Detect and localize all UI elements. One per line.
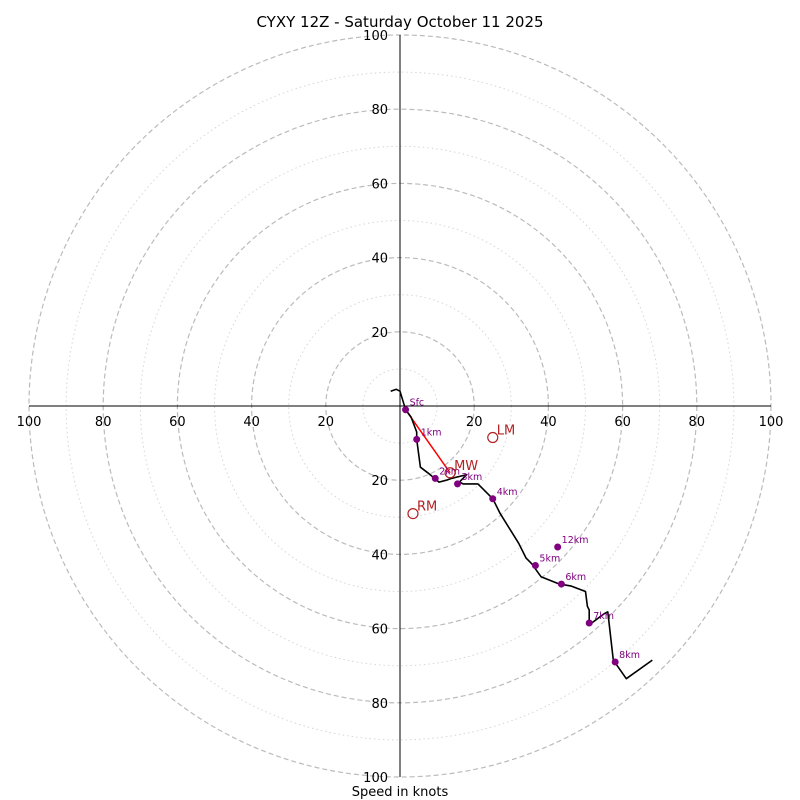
height-label: 8km [619,650,640,661]
storm-motion-label: RM [417,500,437,515]
tick-label-bottom: 80 [371,697,388,712]
height-marker-dot [454,480,462,488]
tick-label-right: 20 [466,415,483,430]
height-marker-dot [531,562,539,570]
height-marker-dot [585,619,593,627]
tick-label-right: 40 [540,415,557,430]
height-label: 12km [562,535,589,546]
tick-label-top: 100 [363,29,388,44]
height-label: 6km [565,572,586,583]
storm-motion-marker [487,431,499,444]
height-label: 2km [439,466,460,477]
storm-motion-marker [407,507,419,520]
axes [29,35,771,777]
height-marker-dot [554,543,562,551]
height-label: 3km [462,472,483,483]
storm-motion-label: LM [497,424,515,439]
chart-title: CYXY 12Z - Saturday October 11 2025 [256,13,543,31]
height-marker-dot [611,658,619,666]
height-label: Sfc [410,398,425,409]
height-marker-dot [557,580,565,588]
tick-label-right: 100 [759,415,784,430]
storm-motion-markers: LM MW RM [407,424,515,520]
tick-label-left: 60 [169,415,186,430]
tick-label-bottom: 100 [363,771,388,786]
wind-profile-line [390,388,653,680]
tick-label-bottom: 20 [371,474,388,489]
height-marker-dot [489,495,497,503]
storm-motion-label: MW [454,459,478,474]
tick-label-top: 60 [371,177,388,192]
tick-label-right: 60 [614,415,631,430]
height-label: 5km [539,554,560,565]
x-axis-label: Speed in knots [352,785,449,800]
tick-label-right: 80 [689,415,706,430]
tick-label-left: 20 [318,415,335,430]
height-label: 7km [593,611,614,622]
tick-label-top: 80 [371,103,388,118]
height-label: 4km [497,487,518,498]
tick-label-top: 40 [371,252,388,267]
tick-label-bottom: 40 [371,548,388,563]
height-marker-dot [413,435,421,443]
storm-motion-marker [444,467,456,479]
tick-label-top: 20 [371,326,388,341]
tick-label-left: 40 [243,415,260,430]
tick-labels: 100 80 60 40 20 20 40 60 80 100 20 40 60 80 100 20 40 60 8… [17,29,784,786]
tick-label-left: 80 [95,415,112,430]
tick-label-left: 100 [17,415,42,430]
height-label: 1km [421,427,442,438]
height-marker-dot [431,474,439,482]
tick-label-bottom: 60 [371,623,388,638]
wind-trace [390,388,653,680]
height-marker-dot [402,406,410,414]
